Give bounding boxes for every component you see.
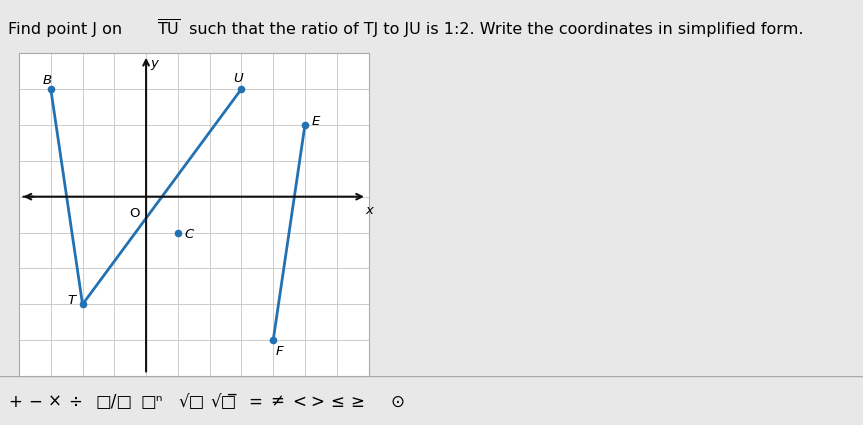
Text: F: F [275, 345, 283, 357]
Text: E: E [312, 115, 320, 128]
Text: such that the ratio of TJ to JU is 1:2. Write the coordinates in simplified form: such that the ratio of TJ to JU is 1:2. … [184, 22, 803, 37]
Text: +: + [8, 393, 22, 411]
Text: x: x [365, 204, 373, 217]
Text: y: y [150, 57, 158, 70]
Text: ÷: ÷ [68, 393, 82, 411]
Text: U: U [233, 72, 243, 85]
Text: >: > [310, 393, 324, 411]
Text: ≥: ≥ [350, 393, 364, 411]
Text: <: < [292, 393, 306, 411]
Text: √□̅: √□̅ [210, 393, 236, 411]
Text: −: − [28, 393, 42, 411]
Text: C: C [185, 228, 193, 241]
Text: ⊙: ⊙ [390, 393, 404, 411]
Text: √□: √□ [178, 393, 205, 411]
Text: T: T [67, 294, 75, 307]
Text: ≤: ≤ [330, 393, 343, 411]
Text: $\overline{\mathrm{TU}}$: $\overline{\mathrm{TU}}$ [157, 19, 180, 39]
Text: =: = [248, 393, 261, 411]
Text: B: B [43, 74, 52, 87]
Text: □ⁿ: □ⁿ [140, 393, 162, 411]
Text: Find point J on: Find point J on [8, 22, 127, 37]
Text: ≠: ≠ [270, 393, 284, 411]
Text: □/□: □/□ [95, 393, 132, 411]
Text: O: O [129, 207, 140, 221]
Text: ×: × [48, 393, 62, 411]
